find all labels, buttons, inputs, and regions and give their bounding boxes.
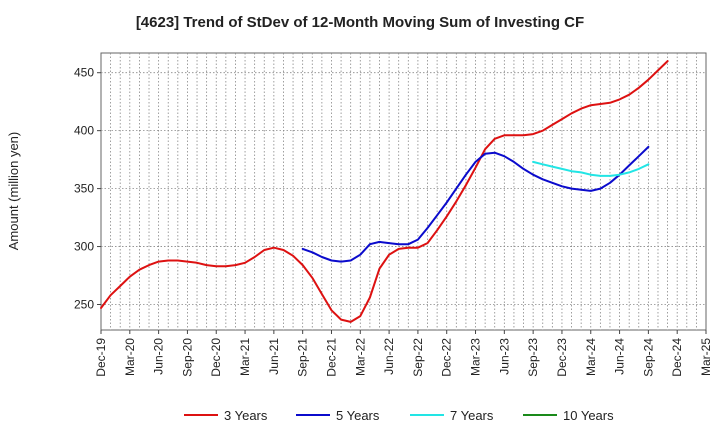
x-tick-label: Dec-22 bbox=[440, 338, 454, 377]
plot-area bbox=[100, 52, 707, 331]
x-tick-label: Dec-24 bbox=[670, 338, 684, 377]
x-tick-label: Jun-24 bbox=[613, 338, 627, 375]
chart-title: [4623] Trend of StDev of 12-Month Moving… bbox=[135, 14, 585, 31]
x-tick-label: Sep-20 bbox=[180, 338, 194, 377]
x-tick-label: Sep-21 bbox=[296, 338, 310, 377]
x-tick-label: Mar-21 bbox=[238, 338, 252, 376]
y-tick-label: 400 bbox=[74, 124, 94, 138]
series-layer bbox=[100, 60, 669, 323]
x-tick-label: Dec-23 bbox=[555, 338, 569, 377]
x-tick-label: Sep-24 bbox=[641, 338, 655, 377]
x-tick-label: Jun-20 bbox=[152, 338, 166, 375]
x-tick-label: Sep-23 bbox=[526, 338, 540, 377]
series-line-3-years bbox=[100, 60, 669, 323]
x-tick-label: Dec-20 bbox=[209, 338, 223, 377]
legend: 3 Years 5 Years 7 Years 10 Years bbox=[184, 408, 614, 423]
series-line-5-years bbox=[301, 145, 650, 263]
x-tick-label: Mar-23 bbox=[469, 338, 483, 376]
x-tick-label: Sep-22 bbox=[411, 338, 425, 377]
x-axis: Dec-19 Mar-20 Jun-20 Sep-20 Dec-20 Mar-21 Jun-… bbox=[94, 330, 713, 377]
legend-label: 7 Years bbox=[450, 408, 494, 423]
x-tick-label: Jun-21 bbox=[267, 338, 281, 375]
x-tick-label: Jun-22 bbox=[382, 338, 396, 375]
x-tick-label: Dec-21 bbox=[324, 338, 338, 377]
x-tick-label: Mar-25 bbox=[699, 338, 713, 376]
x-tick-label: Dec-19 bbox=[94, 338, 108, 377]
legend-label: 10 Years bbox=[563, 408, 614, 423]
y-tick-label: 300 bbox=[74, 240, 94, 254]
y-axis-title: Amount (million yen) bbox=[6, 132, 21, 251]
grid-layer bbox=[101, 53, 706, 330]
x-tick-label: Mar-22 bbox=[353, 338, 367, 376]
series-line-7-years bbox=[532, 160, 650, 177]
y-tick-label: 350 bbox=[74, 182, 94, 196]
legend-label: 3 Years bbox=[224, 408, 268, 423]
legend-label: 5 Years bbox=[336, 408, 380, 423]
y-tick-label: 250 bbox=[74, 298, 94, 312]
y-tick-label: 450 bbox=[74, 66, 94, 80]
y-axis: 250 300 350 400 450 bbox=[74, 66, 101, 312]
x-tick-label: Mar-24 bbox=[584, 338, 598, 376]
x-tick-label: Jun-23 bbox=[497, 338, 511, 375]
x-tick-label: Mar-20 bbox=[123, 338, 137, 376]
